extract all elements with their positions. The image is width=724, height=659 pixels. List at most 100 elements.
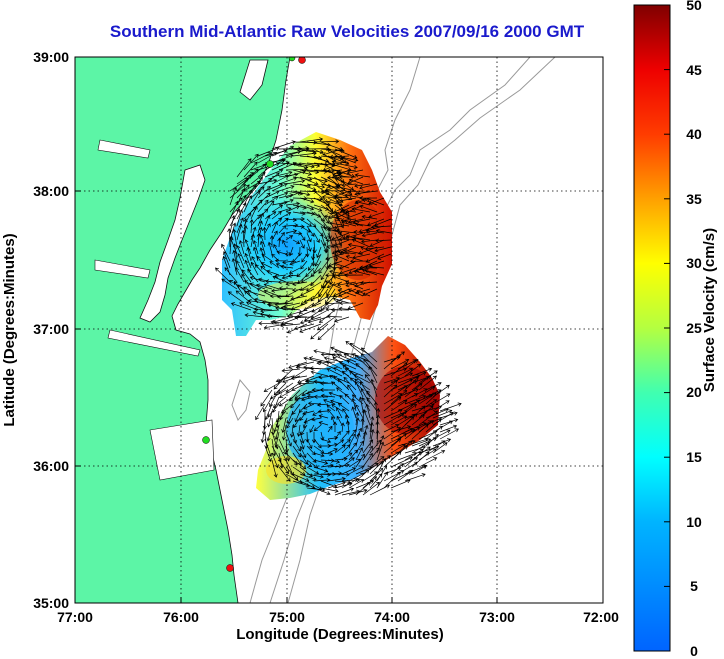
velocity-arrow [313, 139, 340, 144]
velocity-arrow [299, 473, 317, 481]
velocity-arrow [337, 402, 350, 412]
x-tick-label: 77:00 [57, 609, 93, 625]
y-tick-label: 35:00 [33, 595, 69, 611]
velocity-arrow [263, 289, 280, 297]
velocity-arrow [353, 269, 371, 276]
velocity-arrow [336, 415, 343, 426]
velocity-arrow [302, 410, 315, 416]
velocity-arrow [256, 233, 261, 248]
velocity-arrow [397, 439, 416, 447]
velocity-arrow [309, 424, 315, 433]
velocity-arrow [250, 172, 266, 185]
velocity-arrow [318, 260, 329, 274]
velocity-arrow [271, 191, 289, 199]
velocity-arrow [306, 445, 316, 456]
velocity-arrow [299, 431, 305, 444]
velocity-arrow [368, 260, 385, 267]
velocity-arrow [334, 439, 345, 447]
velocity-arrow [374, 246, 392, 253]
velocity-arrow [222, 250, 231, 269]
velocity-arrow [411, 438, 432, 447]
velocity-arrow [264, 214, 271, 227]
velocity-arrow [303, 295, 322, 304]
velocity-arrow [296, 361, 315, 368]
velocity-arrow [390, 433, 407, 447]
velocity-arrow [254, 264, 266, 276]
x-tick-label: 74:00 [374, 609, 410, 625]
velocity-arrow [383, 427, 402, 440]
velocity-arrow [224, 267, 238, 283]
velocity-arrow [320, 451, 334, 456]
velocity-arrow [397, 469, 414, 482]
velocity-arrow [390, 479, 411, 489]
velocity-arrow [285, 190, 304, 196]
velocity-arrow [321, 194, 343, 200]
velocity-arrow [383, 354, 402, 370]
velocity-arrow [263, 283, 280, 290]
velocity-arrow [235, 267, 245, 283]
velocity-arrow [418, 405, 434, 419]
velocity-arrow [230, 302, 252, 311]
velocity-arrow [266, 314, 287, 319]
velocity-arrow [271, 204, 284, 213]
velocity-arrow [292, 151, 317, 157]
velocity-arrow [411, 424, 429, 440]
velocity-arrow [366, 390, 378, 405]
velocity-arrow [404, 359, 419, 370]
velocity-arrow [344, 393, 357, 405]
velocity-arrow [285, 201, 301, 206]
velocity-arrow [356, 190, 378, 196]
velocity-arrow [277, 280, 294, 285]
velocity-arrow [324, 214, 343, 220]
velocity-arrow [278, 438, 287, 455]
velocity-arrow [285, 431, 293, 447]
velocity-arrow [360, 388, 371, 405]
velocity-arrow [237, 284, 252, 297]
potomac-river [97, 139, 151, 159]
velocity-arrow [353, 229, 371, 235]
velocity-arrow [274, 431, 280, 448]
velocity-arrow [390, 415, 408, 426]
velocity-arrow [325, 273, 343, 278]
velocity-arrow [375, 228, 392, 234]
velocity-arrow [300, 274, 315, 283]
velocity-arrow [290, 295, 308, 301]
velocity-arrow [390, 362, 408, 377]
bathymetry-contour-4 [231, 378, 251, 421]
velocity-arrow [264, 183, 284, 192]
velocity-arrow [344, 414, 350, 426]
velocity-arrow [432, 429, 451, 440]
velocity-arrow [323, 226, 343, 234]
velocity-arrow [265, 279, 280, 284]
velocity-arrow [348, 488, 368, 496]
velocity-arrow [322, 274, 336, 289]
velocity-arrow [307, 316, 329, 324]
velocity-arrow [345, 254, 364, 262]
velocity-arrow [332, 297, 350, 304]
velocity-arrow [376, 441, 385, 461]
velocity-vectors [215, 137, 462, 496]
velocity-arrow [325, 253, 343, 261]
velocity-arrow [313, 466, 329, 473]
velocity-arrow [266, 424, 273, 442]
velocity-arrow [244, 252, 252, 269]
velocity-arrow [326, 148, 343, 157]
velocity-arrow [244, 313, 266, 318]
velocity-arrow [236, 245, 245, 262]
velocity-arrow [425, 449, 446, 461]
velocity-arrow [276, 250, 287, 255]
velocity-arrow [233, 280, 245, 297]
velocity-arrow [404, 363, 422, 377]
velocity-arrow [325, 238, 343, 243]
velocity-arrow [348, 178, 364, 185]
gridlines [75, 57, 603, 603]
velocity-arrow [347, 189, 364, 194]
velocity-arrow [296, 424, 301, 437]
velocity-arrow [425, 425, 443, 440]
velocity-arrow [334, 487, 355, 496]
velocity-arrow [360, 280, 378, 285]
velocity-arrow [250, 261, 259, 276]
velocity-arrow [354, 222, 371, 227]
velocity-arrow [250, 152, 272, 164]
